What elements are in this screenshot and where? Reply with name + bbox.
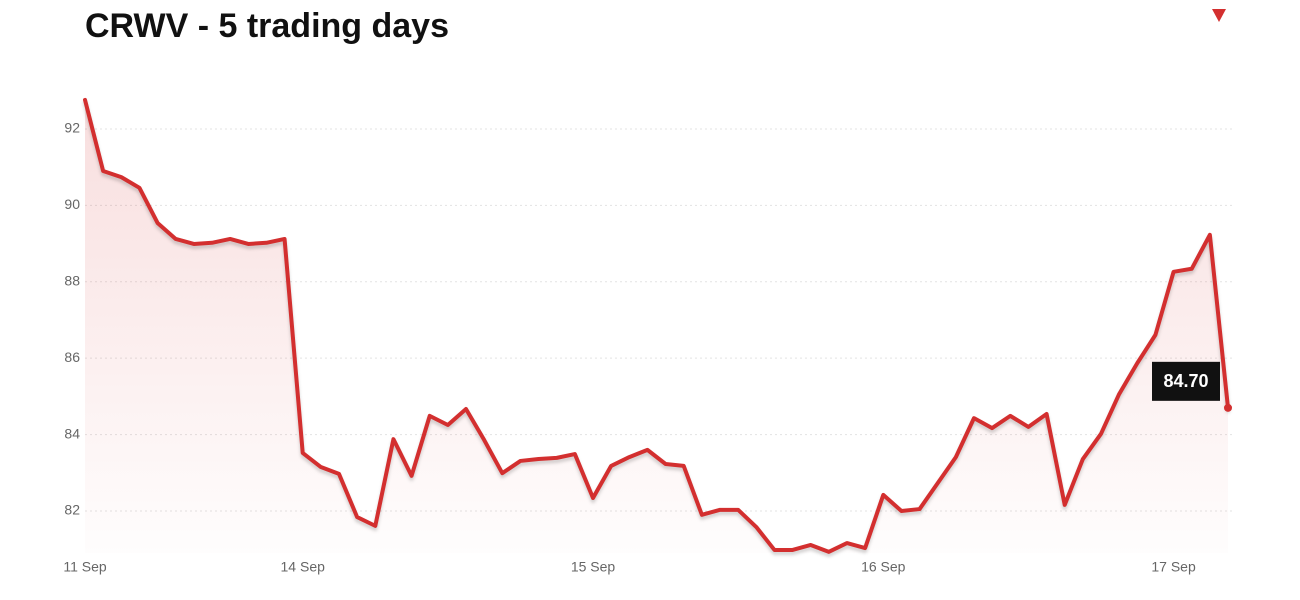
x-tick-label: 15 Sep — [571, 559, 616, 575]
y-tick-label: 82 — [64, 502, 80, 518]
y-tick-label: 92 — [64, 120, 80, 136]
x-tick-label: 11 Sep — [63, 559, 107, 575]
label-layer: 84.70 — [1152, 361, 1220, 401]
y-tick-label: 88 — [64, 272, 80, 288]
y-tick-label: 90 — [64, 196, 80, 212]
area — [85, 99, 1228, 554]
value-label: 84.70 — [1163, 371, 1208, 391]
end-point — [1224, 403, 1232, 412]
grid: 82 84 86 88 90 92 11 Sep 14 Sep 15 Sep 16 Sep 17 S… — [63, 120, 1232, 575]
x-tick-label: 17 Sep — [1151, 559, 1196, 575]
line — [83, 97, 1230, 554]
trend-indicator — [1212, 9, 1226, 22]
value-label-box — [1152, 361, 1220, 401]
chart-title: CRWV - 5 trading days — [85, 7, 449, 45]
area-layer — [85, 99, 1228, 554]
line-layer — [83, 97, 1232, 554]
y-tick-label: 86 — [64, 349, 80, 365]
x-tick-label: 14 Sep — [281, 559, 326, 575]
y-tick-label: 84 — [64, 425, 80, 441]
x-tick-label: 16 Sep — [861, 559, 906, 575]
